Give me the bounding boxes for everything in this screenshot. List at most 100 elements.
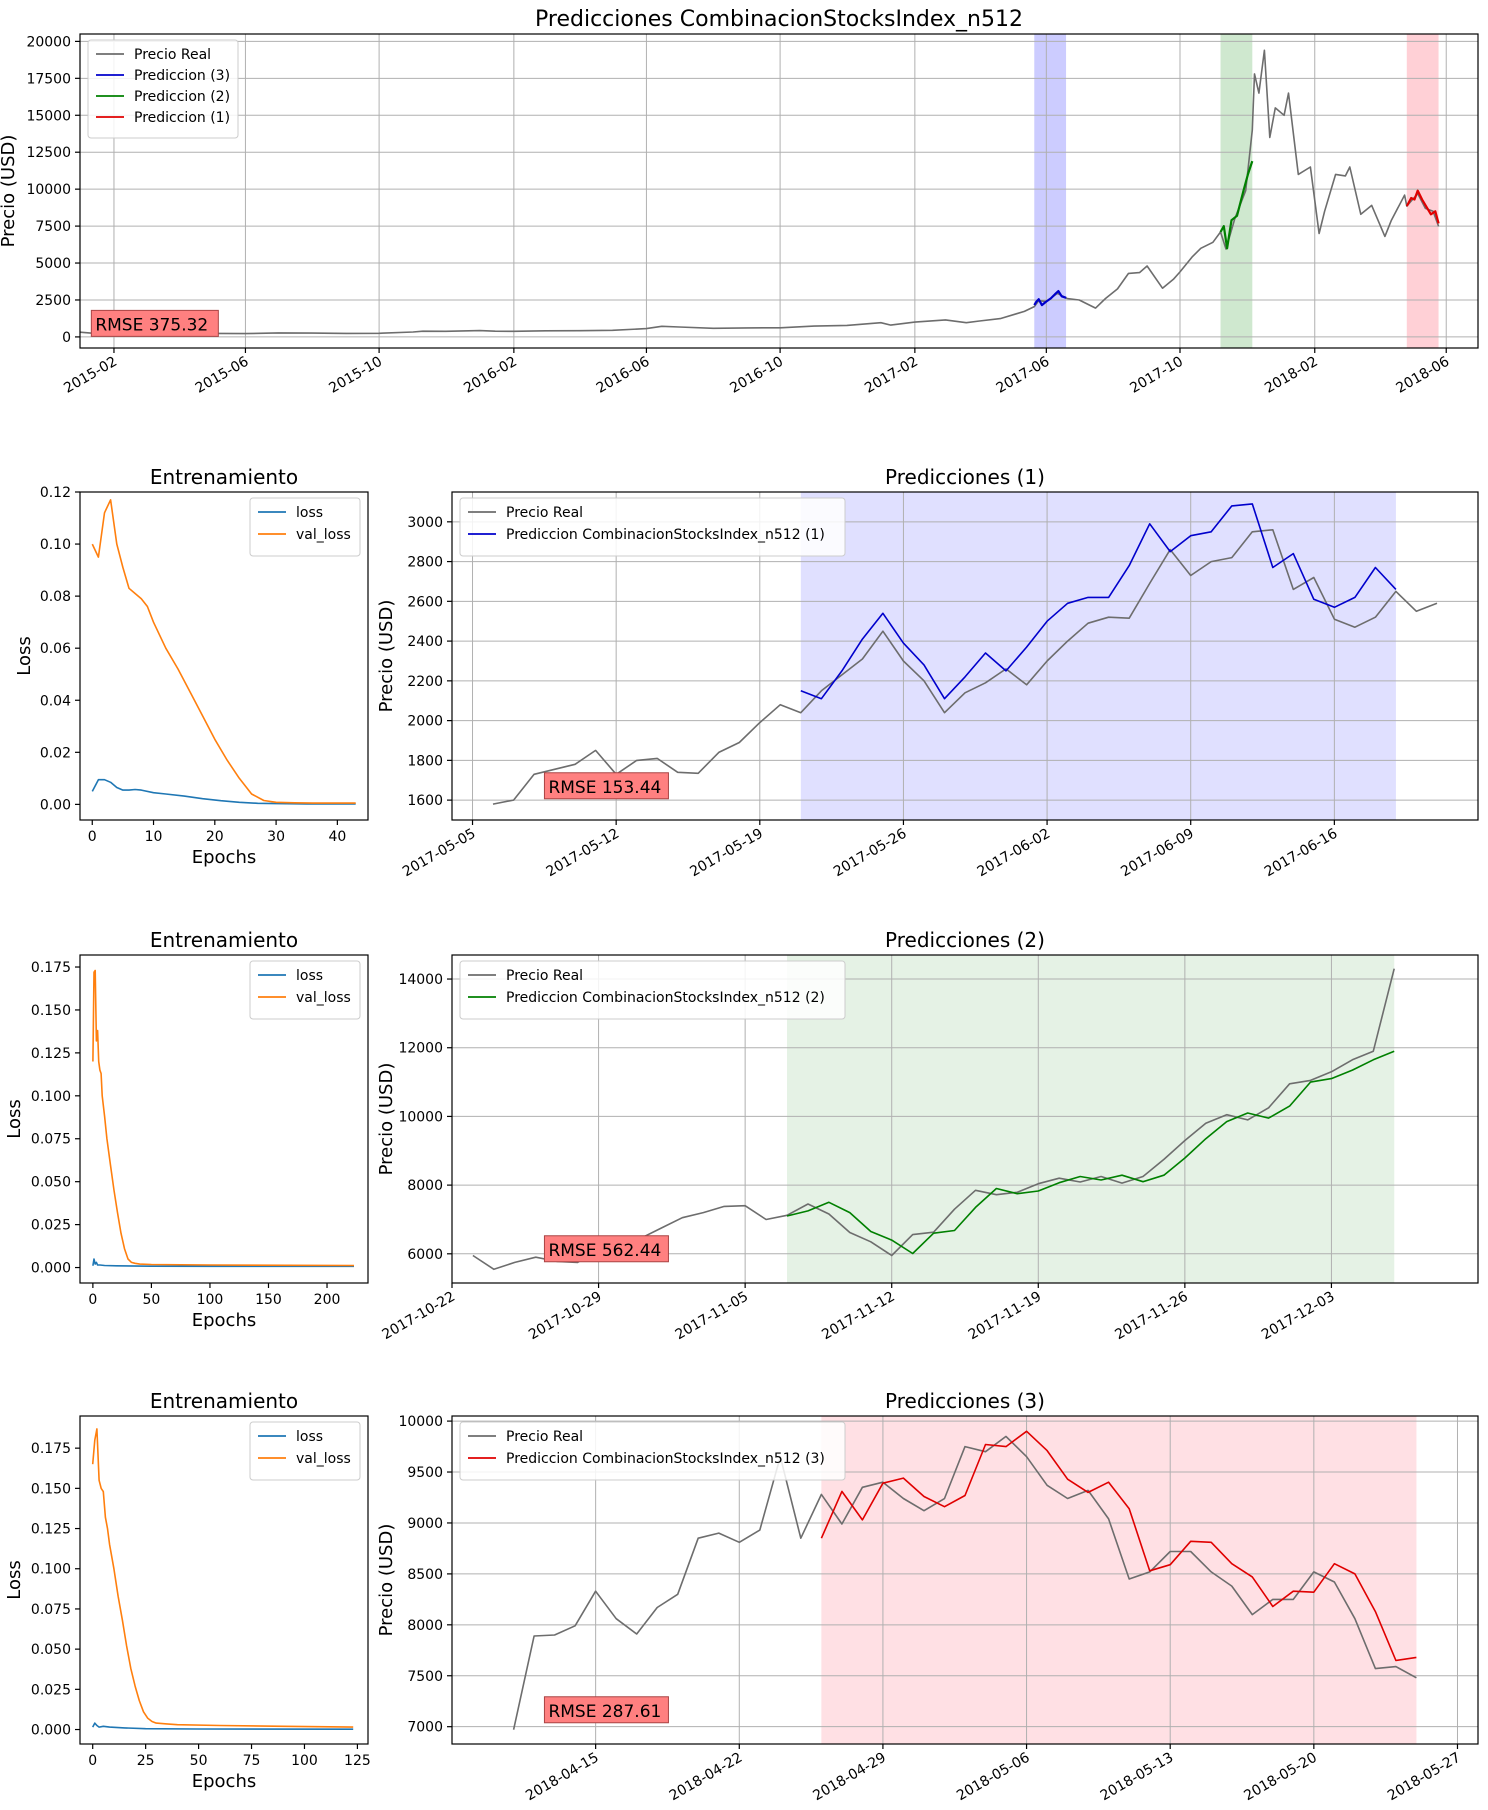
- pred3-xtick-label-2: 2018-04-29: [810, 1750, 888, 1805]
- pred2-chart: 2017-10-22 2017-10-29 2017-11-05 2017-11-12…: [376, 928, 1479, 1344]
- pred3-annotation: RMSE 287.61: [548, 1702, 661, 1722]
- pred3-ylabel: Precio (USD): [376, 1524, 397, 1637]
- main-annotation: RMSE 375.32: [95, 315, 208, 335]
- train1-ytick-label-2: 0.04: [40, 693, 71, 709]
- main-ytick-label-2: 5000: [35, 256, 71, 272]
- pred1-annotation-box: [543, 772, 669, 800]
- pred2-xtick-label-3: 2017-11-12: [819, 1289, 897, 1344]
- train3-ytick-label-1: 0.025: [31, 1682, 71, 1698]
- train1-xlabel: Epochs: [192, 847, 257, 868]
- main-xtick-label-8: 2017-10: [1127, 354, 1186, 397]
- train2-ytick-label-1: 0.025: [31, 1218, 71, 1234]
- main-series-0: [80, 49, 1440, 335]
- train2-xtick-label-1: 50: [143, 1292, 161, 1308]
- train3-xtick-label-4: 100: [291, 1753, 318, 1769]
- pred1-xtick-label-5: 2017-06-09: [1118, 826, 1196, 881]
- pred1-ytick-label-4: 2400: [407, 634, 443, 650]
- pred1-xtick-label-6: 2017-06-16: [1262, 826, 1341, 881]
- pred2-xtick-label-2: 2017-11-05: [673, 1289, 751, 1344]
- train2-xtick-label-0: 0: [88, 1292, 97, 1308]
- main-xtick-label-4: 2016-06: [594, 354, 653, 397]
- pred3-ytick-label-0: 7000: [407, 1720, 443, 1736]
- train1-chart: 0 10 20 30 40 0.00 0.02 0.04 0.06 0.08 0.10 0.12 Ent…: [14, 465, 369, 868]
- pred2-xtick-label-5: 2017-11-26: [1112, 1289, 1191, 1344]
- pred2-ytick-label-3: 12000: [398, 1041, 443, 1057]
- main-ytick-label-4: 10000: [26, 182, 71, 198]
- train3-legend-label-0: loss: [296, 1429, 323, 1445]
- train2-series-1: [92, 969, 355, 1267]
- pred1-plot-frame: [451, 491, 1479, 821]
- pred1-series-1: [800, 503, 1397, 700]
- train3-ylabel: Loss: [4, 1560, 25, 1599]
- main-ytick-label-3: 7500: [35, 219, 71, 235]
- train1-legend-label-1: val_loss: [296, 527, 351, 543]
- train1-ylabel: Loss: [14, 636, 35, 675]
- pred2-xtick-label-0: 2017-10-22: [380, 1289, 458, 1344]
- main-series-1: [1033, 290, 1067, 307]
- pred1-xtick-label-0: 2017-05-05: [400, 826, 478, 881]
- pred2-series-1: [786, 1050, 1395, 1255]
- train3-ytick-label-2: 0.050: [31, 1642, 71, 1658]
- main-xtick-label-9: 2018-02: [1262, 354, 1321, 397]
- main-ytick-label-8: 20000: [26, 34, 71, 50]
- pred2-ytick-label-2: 10000: [398, 1109, 443, 1125]
- pred1-ylabel: Precio (USD): [376, 600, 397, 713]
- pred1-xtick-label-2: 2017-05-19: [687, 826, 765, 881]
- pred1-annotation: RMSE 153.44: [548, 778, 661, 798]
- train1-xtick-label-3: 30: [267, 829, 285, 845]
- pred3-title: Predicciones (3): [885, 1389, 1045, 1413]
- pred2-plot-frame: [451, 954, 1479, 1284]
- train1-ytick-label-1: 0.02: [40, 745, 71, 761]
- pred3-xtick-label-6: 2018-05-27: [1385, 1750, 1463, 1805]
- train3-ytick-label-0: 0.000: [31, 1723, 71, 1739]
- pred1-legend-label-1: Prediccion CombinacionStocksIndex_n512 (…: [506, 527, 825, 543]
- main-legend-label-2: Prediccion (2): [134, 89, 230, 105]
- train1-series-1: [91, 498, 356, 804]
- pred2-title: Predicciones (2): [885, 928, 1045, 952]
- train2-xtick-label-2: 100: [197, 1292, 224, 1308]
- pred2-ytick-label-4: 14000: [398, 972, 443, 988]
- pred3-series-1: [820, 1430, 1417, 1662]
- pred2-xtick-label-1: 2017-10-29: [526, 1289, 604, 1344]
- pred3-legend-label-1: Prediccion CombinacionStocksIndex_n512 (…: [506, 1451, 825, 1467]
- train2-xtick-label-3: 150: [255, 1292, 282, 1308]
- train3-xtick-label-0: 0: [88, 1753, 97, 1769]
- train1-xtick-label-4: 40: [328, 829, 346, 845]
- pred1-shaded-span-0: [800, 492, 1396, 820]
- train3-legend-label-1: val_loss: [296, 1451, 351, 1467]
- train2-legend-label-0: loss: [296, 968, 323, 984]
- main-chart: 2015-02 2015-06 2015-10 2016-02 2016-06 2016-…: [0, 7, 1479, 397]
- train1-ytick-label-4: 0.08: [40, 589, 71, 605]
- pred1-ytick-label-7: 3000: [407, 515, 443, 531]
- pred2-annotation: RMSE 562.44: [548, 1241, 661, 1261]
- train2-ylabel: Loss: [4, 1099, 25, 1138]
- main-xtick-label-10: 2018-06: [1394, 354, 1453, 397]
- pred1-ytick-label-6: 2800: [407, 555, 443, 571]
- pred1-ytick-label-2: 2000: [407, 714, 443, 730]
- main-xtick-label-6: 2017-02: [862, 354, 921, 397]
- pred2-legend-label-0: Precio Real: [506, 968, 583, 984]
- train3-ytick-label-7: 0.175: [31, 1441, 71, 1457]
- train3-ytick-label-5: 0.125: [31, 1522, 71, 1538]
- pred2-legend-box: [459, 960, 846, 1020]
- pred1-legend-box: [459, 497, 846, 557]
- main-ytick-label-7: 17500: [26, 71, 71, 87]
- pred3-ytick-label-4: 9000: [407, 1516, 443, 1532]
- train3-plot-frame: [79, 1415, 369, 1745]
- train2-title: Entrenamiento: [150, 928, 298, 952]
- train3-series-0: [91, 1722, 354, 1730]
- pred1-title: Predicciones (1): [885, 465, 1045, 489]
- train3-title: Entrenamiento: [150, 1389, 298, 1413]
- train1-title: Entrenamiento: [150, 465, 298, 489]
- train1-ytick-label-6: 0.12: [40, 485, 71, 501]
- main-xtick-label-1: 2015-06: [193, 354, 252, 397]
- train2-xtick-label-4: 200: [314, 1292, 341, 1308]
- main-ytick-label-1: 2500: [35, 293, 71, 309]
- main-ytick-label-0: 0: [62, 330, 71, 346]
- pred3-xtick-label-4: 2018-05-13: [1098, 1750, 1176, 1805]
- main-legend-box: [87, 39, 239, 139]
- main-xtick-label-5: 2016-10: [727, 354, 786, 397]
- main-xtick-label-3: 2016-02: [461, 354, 520, 397]
- pred3-chart: 2018-04-15 2018-04-22 2018-04-29 2018-05-06…: [376, 1389, 1479, 1805]
